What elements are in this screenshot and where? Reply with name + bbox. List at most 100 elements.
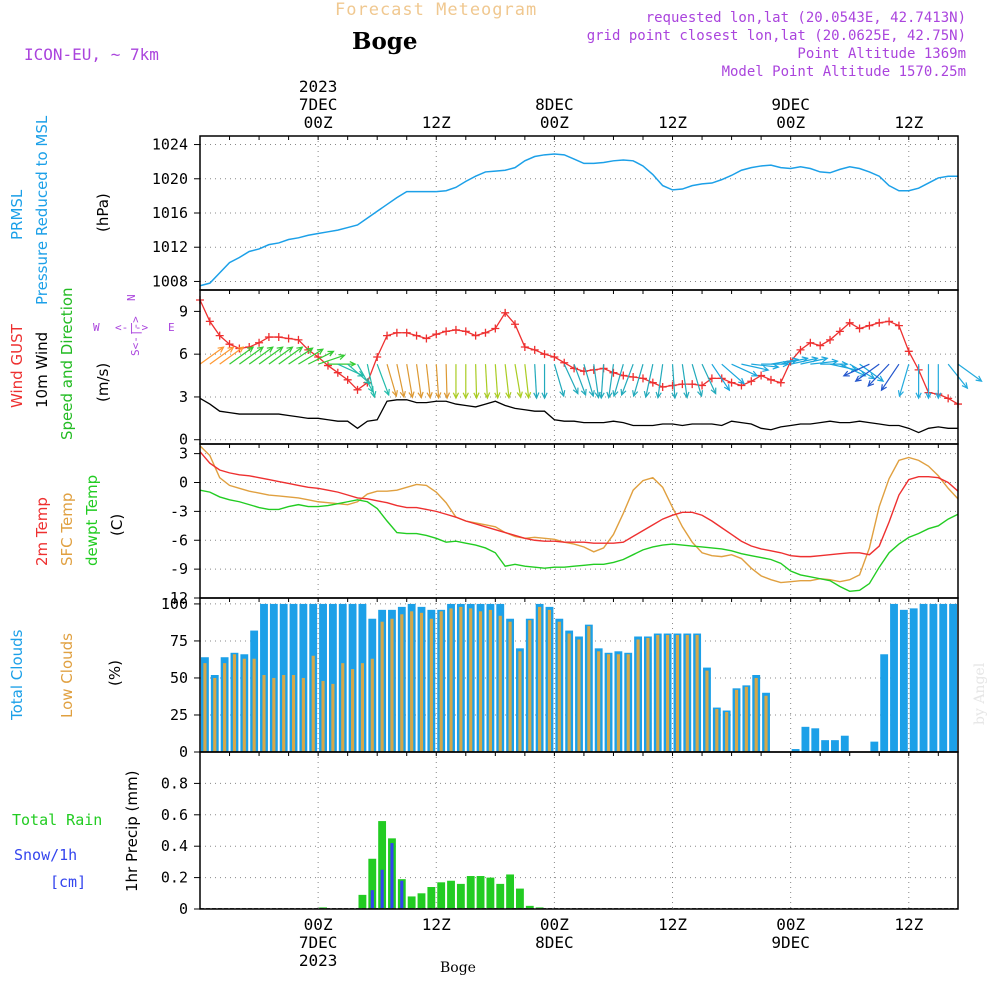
gust-marker xyxy=(757,371,766,380)
model-altitude: Model Point Altitude 1570.25m xyxy=(722,64,966,80)
gust-marker xyxy=(855,324,864,333)
low-cloud-bar xyxy=(725,712,729,752)
precip-unit: 1hr Precip (mm) xyxy=(123,771,141,892)
bottom-time-label: 12Z xyxy=(422,915,451,934)
wind-direction-arrowhead xyxy=(975,375,983,382)
wind-direction-arrowhead xyxy=(683,391,690,399)
low-cloud-bar xyxy=(656,635,660,752)
wind-direction-arrow xyxy=(317,354,345,365)
y-tick-label: 0.2 xyxy=(161,869,188,887)
wind-direction-arrow xyxy=(721,363,745,385)
wind-direction-arrow xyxy=(741,363,769,371)
wind-direction-arrowhead xyxy=(533,392,540,400)
low-cloud-bar xyxy=(538,606,542,752)
wind-direction-arrowhead xyxy=(541,392,548,400)
wind-direction-arrowhead xyxy=(227,346,235,353)
low-cloud-bar xyxy=(203,663,207,752)
wind-direction-arrowhead xyxy=(612,390,619,398)
wind-direction-arrowhead xyxy=(831,358,839,365)
gust-marker xyxy=(481,328,490,337)
wind-direction-arrow xyxy=(731,363,758,377)
wind-direction-arrowhead xyxy=(383,388,390,397)
y-tick-label: 3 xyxy=(179,445,188,463)
top-time-label: 12Z xyxy=(658,113,687,132)
wind-direction-arrow xyxy=(583,363,594,397)
total-cloud-bar xyxy=(831,740,839,752)
low-cloud-bar xyxy=(380,621,384,752)
y-tick-label: 3 xyxy=(179,388,188,406)
top-time-label: 9DEC xyxy=(771,95,810,114)
gust-marker xyxy=(668,381,677,390)
legend-rain: Total Rain xyxy=(12,811,102,829)
wind-direction-arrowhead xyxy=(237,346,245,353)
pressure-line xyxy=(199,153,958,287)
wind-unit: (m/s) xyxy=(94,363,112,402)
wind-direction-arrowhead xyxy=(772,363,780,370)
wind-direction-arrowhead xyxy=(349,360,357,368)
wind-direction-arrowhead xyxy=(606,391,613,399)
wind-direction-arrow xyxy=(790,357,818,365)
low-cloud-bar xyxy=(685,635,689,752)
total-cloud-bar xyxy=(899,609,908,752)
wind-direction-arrowhead xyxy=(961,382,969,390)
gust-marker xyxy=(471,331,480,340)
wind-direction-arrow xyxy=(268,346,293,365)
gust-marker xyxy=(816,341,825,350)
low-cloud-bar xyxy=(518,651,522,752)
pressure-unit: (hPa) xyxy=(94,193,112,232)
gust-marker xyxy=(255,338,264,347)
gust-marker xyxy=(383,331,392,340)
wind-direction-arrow xyxy=(475,364,478,399)
wind-direction-arrowhead xyxy=(877,375,885,382)
y-tick-label: 0 xyxy=(179,474,188,492)
low-cloud-bar xyxy=(508,621,512,752)
wind-direction-arrowhead xyxy=(710,387,717,395)
wind-direction-arrowhead xyxy=(598,392,605,400)
y-tick-label: 1012 xyxy=(152,238,188,256)
wind-direction-arrowhead xyxy=(880,384,887,392)
low-cloud-bar xyxy=(291,675,296,752)
gust-marker xyxy=(442,327,451,336)
low-cloud-bar xyxy=(370,658,374,752)
wind-direction-arrow xyxy=(573,363,587,396)
gust-marker xyxy=(294,335,303,344)
wind-direction-arrowhead xyxy=(516,391,523,399)
gust-marker xyxy=(688,380,697,389)
bottom-time-label: 7DEC xyxy=(299,933,338,952)
wind-direction-arrow xyxy=(494,364,499,399)
gust-marker xyxy=(530,345,539,354)
wind-direction-arrow xyxy=(298,348,324,365)
wind-direction-arrow xyxy=(613,363,624,397)
top-time-label: 00Z xyxy=(304,113,333,132)
wind-direction-arrowhead xyxy=(363,377,371,385)
gust-marker xyxy=(215,331,224,340)
wind-direction-arrowhead xyxy=(370,391,377,399)
low-cloud-bar xyxy=(321,680,325,752)
wind-direction-arrow xyxy=(829,363,857,371)
low-cloud-bar xyxy=(528,620,532,752)
low-cloud-bar xyxy=(419,612,424,752)
gust-marker xyxy=(373,353,382,362)
temp-label-dewpt: dewpt Temp xyxy=(83,475,101,566)
wind-direction-arrowhead xyxy=(620,388,627,397)
wind-direction-arrow xyxy=(524,364,530,398)
compass-w: W xyxy=(93,321,100,334)
wind-direction-arrow xyxy=(415,364,422,398)
rain-bar xyxy=(496,883,505,909)
low-cloud-bar xyxy=(715,709,719,752)
low-cloud-bar xyxy=(577,639,581,752)
wind-direction-arrowhead xyxy=(935,392,942,400)
wind-direction-arrow xyxy=(386,363,397,397)
t2m-line xyxy=(199,451,959,558)
snow-bar xyxy=(380,869,384,909)
gust-marker xyxy=(806,338,815,347)
rain-bar xyxy=(476,876,485,909)
y-tick-label: 100 xyxy=(161,595,188,613)
low-cloud-bar xyxy=(705,670,709,752)
compass-e: E xyxy=(168,321,175,334)
wind-direction-arrowhead xyxy=(791,357,800,364)
low-cloud-bar xyxy=(341,663,345,752)
low-cloud-bar xyxy=(242,658,246,752)
gust-marker xyxy=(609,368,618,377)
rain-bar xyxy=(358,894,367,909)
